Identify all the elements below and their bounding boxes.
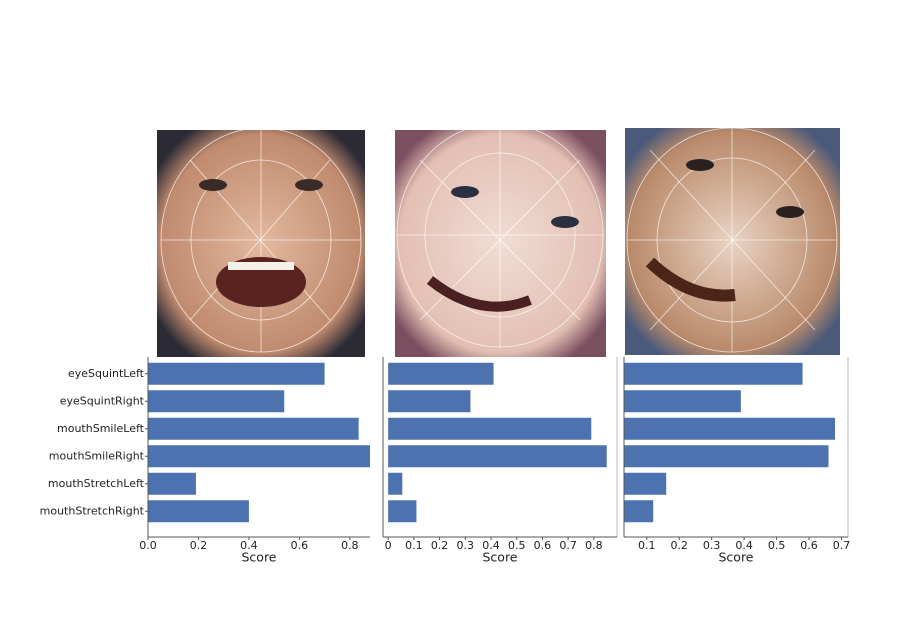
bar [388,500,417,523]
y-tick-label: mouthStretchLeft [48,477,145,490]
bar [388,362,494,385]
y-tick-label: mouthStretchRight [40,504,145,517]
x-tick-label: 0.4 [240,539,258,552]
y-tick-label: eyeSquintLeft [68,367,145,380]
x-tick-label: 0.6 [800,539,818,552]
x-tick-label: 0.2 [190,539,208,552]
bar [624,445,829,468]
x-tick-label: 0.3 [457,539,475,552]
bar [388,472,403,495]
bar [624,500,654,523]
x-tick-label: 0.2 [431,539,449,552]
x-axis-label: Score [241,550,276,565]
x-tick-label: 0 [385,539,392,552]
bar [388,390,471,413]
x-tick-label: 0.3 [703,539,721,552]
bar [148,472,196,495]
bar [624,417,836,440]
x-tick-label: 0.5 [508,539,526,552]
bar [624,362,803,385]
bar [148,362,325,385]
x-tick-label: 0.6 [291,539,309,552]
bar [148,500,249,523]
x-tick-label: 0.0 [139,539,157,552]
x-tick-label: 0.4 [735,539,753,552]
face-image [625,127,840,355]
bar [148,445,370,468]
face-image [157,127,365,357]
x-axis-label: Score [718,550,753,565]
y-tick-label: mouthSmileRight [49,449,145,462]
x-tick-label: 0.1 [638,539,656,552]
bar [388,445,607,468]
bar [148,390,285,413]
face-image [395,122,606,357]
x-tick-label: 0.6 [534,539,552,552]
x-tick-label: 0.5 [768,539,786,552]
x-tick-label: 0.8 [585,539,603,552]
x-axis-label: Score [482,550,517,565]
bar [624,390,741,413]
bar [388,417,592,440]
x-tick-label: 0.4 [482,539,500,552]
x-tick-label: 0.8 [341,539,359,552]
x-tick-label: 0.2 [670,539,688,552]
x-tick-label: 0.7 [559,539,577,552]
x-tick-label: 0.1 [405,539,423,552]
y-tick-label: mouthSmileLeft [57,422,145,435]
y-tick-label: eyeSquintRight [60,394,145,407]
bar [148,417,359,440]
bar [624,472,667,495]
x-tick-label: 0.7 [833,539,851,552]
